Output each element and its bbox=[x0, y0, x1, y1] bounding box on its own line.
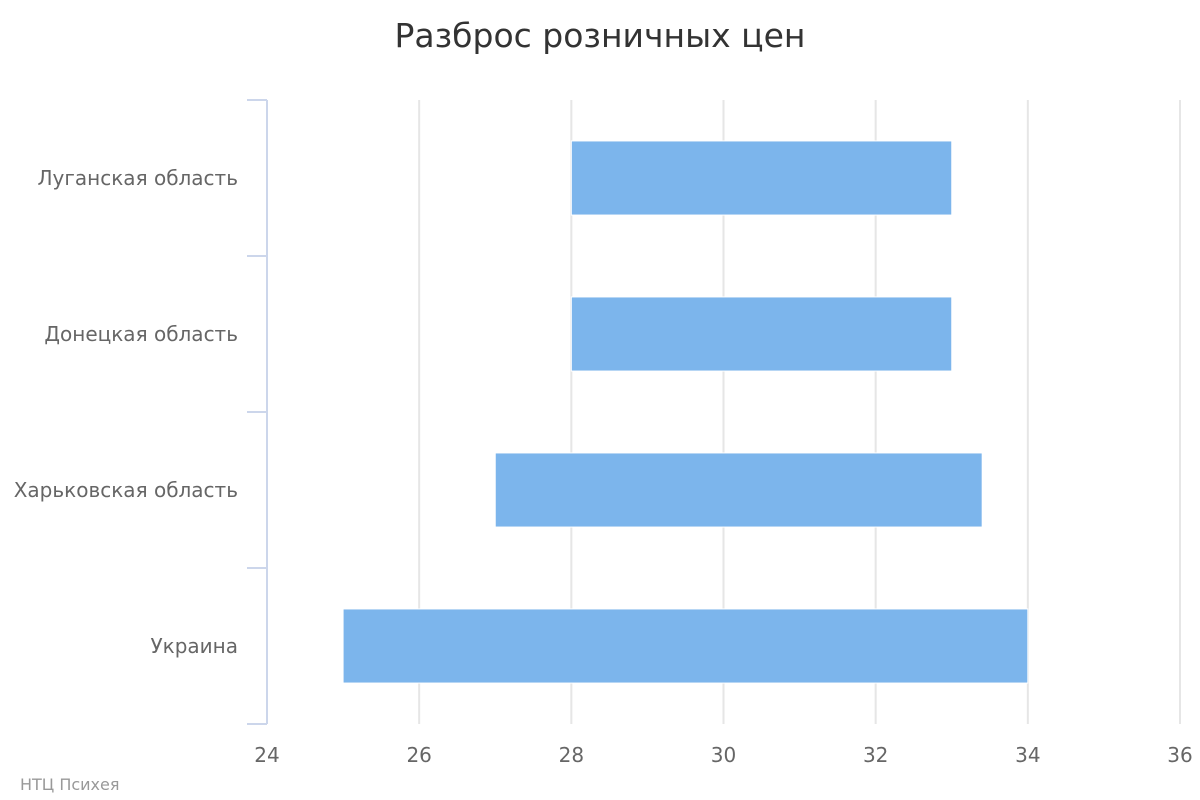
category-label: Донецкая область bbox=[44, 322, 238, 346]
category-label: Украина bbox=[150, 634, 238, 658]
bars bbox=[342, 140, 1029, 684]
category-axis: Луганская область Донецкая область Харьков… bbox=[14, 99, 268, 725]
value-axis-ticks: 24 26 28 30 32 34 36 bbox=[254, 743, 1192, 767]
x-tick-label: 36 bbox=[1167, 743, 1192, 767]
category-label: Луганская область bbox=[38, 166, 238, 190]
range-bar[interactable] bbox=[494, 452, 983, 528]
x-tick-label: 24 bbox=[254, 743, 279, 767]
chart-credit: НТЦ Психея bbox=[20, 775, 119, 794]
chart-title: Разброс розничных цен bbox=[395, 16, 806, 55]
range-bar[interactable] bbox=[342, 608, 1029, 684]
x-tick-label: 32 bbox=[863, 743, 888, 767]
x-tick-label: 28 bbox=[559, 743, 584, 767]
x-tick-label: 34 bbox=[1015, 743, 1040, 767]
category-label: Харьковская область bbox=[14, 478, 238, 502]
x-tick-label: 26 bbox=[406, 743, 431, 767]
range-bar[interactable] bbox=[570, 296, 953, 372]
x-tick-label: 30 bbox=[711, 743, 736, 767]
range-bar[interactable] bbox=[570, 140, 953, 216]
